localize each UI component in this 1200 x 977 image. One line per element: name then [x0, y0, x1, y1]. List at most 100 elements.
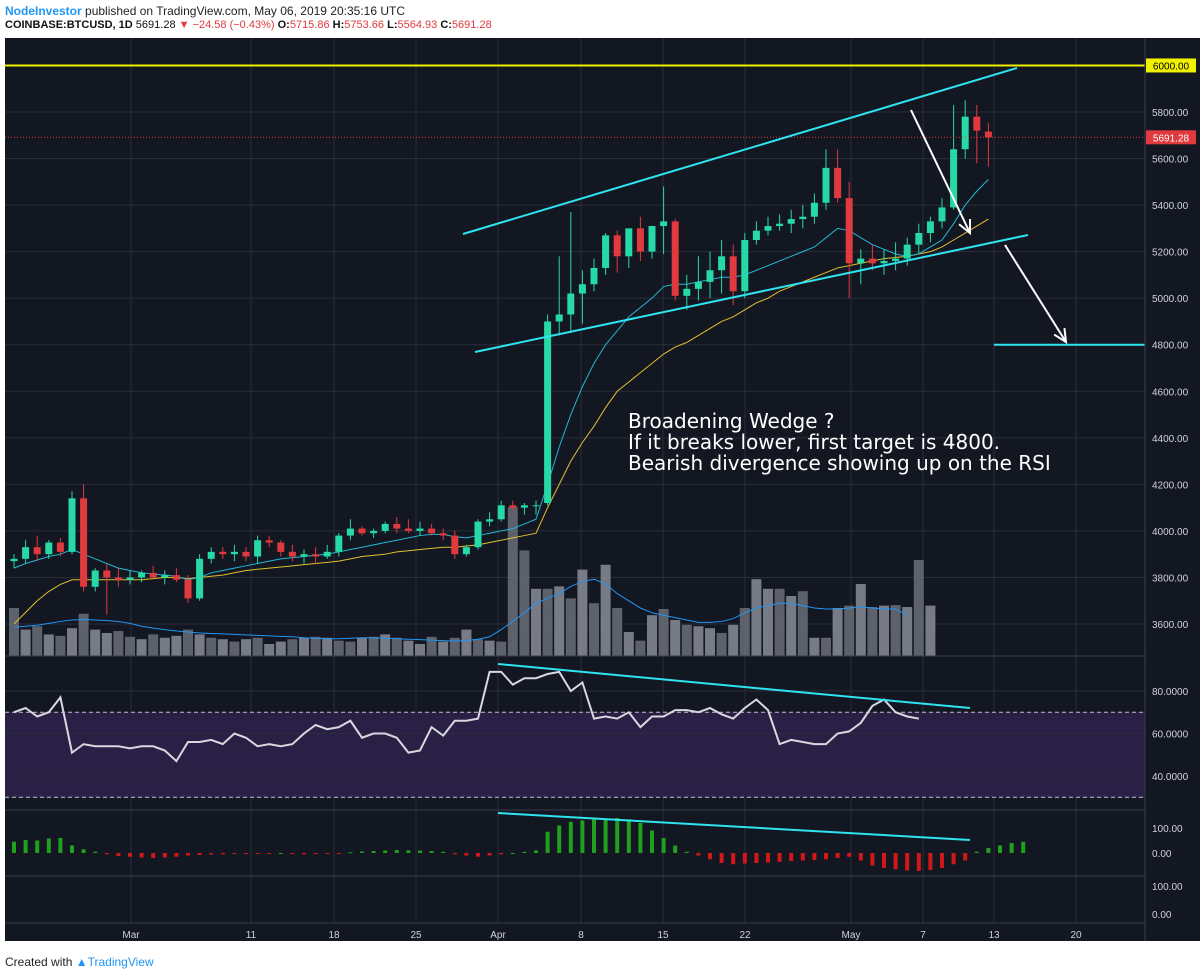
down-arrow-to-target[interactable]: [1004, 244, 1067, 343]
candle-body[interactable]: [451, 535, 459, 555]
candle-body[interactable]: [335, 535, 343, 552]
candle-body[interactable]: [729, 256, 737, 292]
candle-body[interactable]: [462, 547, 470, 555]
candle-body[interactable]: [776, 223, 784, 227]
candle-body[interactable]: [636, 228, 644, 252]
candle-body[interactable]: [381, 523, 389, 531]
candle-body[interactable]: [370, 530, 378, 534]
candle-body[interactable]: [103, 570, 111, 578]
annotation-line-1[interactable]: Broadening Wedge ?: [628, 409, 835, 433]
candle-body[interactable]: [358, 528, 366, 534]
candle-body[interactable]: [868, 258, 876, 264]
candle-body[interactable]: [718, 256, 726, 271]
candle-body[interactable]: [45, 542, 53, 555]
candle-body[interactable]: [555, 314, 563, 322]
candle-body[interactable]: [172, 575, 180, 580]
candle-body[interactable]: [242, 551, 250, 557]
candle-body[interactable]: [938, 207, 946, 222]
candle-body[interactable]: [323, 551, 331, 557]
candle-body[interactable]: [845, 198, 853, 264]
candle-body[interactable]: [602, 235, 610, 268]
candle-body[interactable]: [33, 547, 41, 555]
candle-body[interactable]: [834, 167, 842, 199]
candle-body[interactable]: [114, 577, 122, 580]
candle-body[interactable]: [648, 226, 656, 252]
candle-body[interactable]: [532, 505, 540, 507]
candle-body[interactable]: [10, 558, 18, 562]
candle-body[interactable]: [300, 554, 308, 557]
candle-body[interactable]: [903, 244, 911, 259]
candle-body[interactable]: [265, 540, 273, 543]
candle-body[interactable]: [474, 521, 482, 548]
candle-body[interactable]: [973, 116, 981, 131]
wedge-lower-trendline[interactable]: [474, 234, 1029, 353]
candle-body[interactable]: [787, 219, 795, 224]
candle-body[interactable]: [196, 558, 204, 599]
candle-body[interactable]: [254, 540, 262, 557]
candle-body[interactable]: [857, 258, 865, 264]
candle-body[interactable]: [288, 551, 296, 557]
candle-body[interactable]: [207, 551, 215, 559]
annotation-line-3[interactable]: Bearish divergence showing up on the RSI: [628, 451, 1051, 475]
candle-body[interactable]: [346, 528, 354, 536]
histogram-divergence-trendline[interactable]: [497, 812, 971, 841]
candle-body[interactable]: [126, 577, 134, 580]
candle-body[interactable]: [752, 230, 760, 240]
candle-body[interactable]: [950, 149, 958, 208]
candle-body[interactable]: [184, 579, 192, 599]
candle-body[interactable]: [984, 131, 992, 138]
candle-body[interactable]: [312, 554, 320, 557]
candle-body[interactable]: [416, 528, 424, 531]
candle-body[interactable]: [915, 233, 923, 245]
rsi-divergence-trendline[interactable]: [497, 663, 971, 709]
candle-body[interactable]: [764, 226, 772, 231]
candle-body[interactable]: [80, 498, 88, 587]
candle-body[interactable]: [578, 284, 586, 294]
candle-body[interactable]: [671, 221, 679, 296]
candle-body[interactable]: [68, 498, 76, 552]
candle-body[interactable]: [683, 288, 691, 296]
candle-body[interactable]: [810, 202, 818, 217]
candle-body[interactable]: [961, 116, 969, 150]
candle-body[interactable]: [161, 575, 169, 578]
candle-body[interactable]: [706, 270, 714, 282]
candle-body[interactable]: [393, 523, 401, 529]
candle-body[interactable]: [520, 505, 528, 508]
candle-body[interactable]: [544, 321, 552, 503]
histogram-bar: [1021, 841, 1026, 853]
candle-body[interactable]: [694, 281, 702, 289]
candle-body[interactable]: [497, 505, 505, 520]
candle-body[interactable]: [439, 533, 447, 536]
candle-body[interactable]: [567, 293, 575, 315]
tradingview-brand[interactable]: TradingView: [87, 955, 154, 969]
candle-body[interactable]: [880, 260, 888, 264]
wedge-upper-trendline[interactable]: [462, 67, 1018, 235]
candle-body[interactable]: [149, 572, 157, 578]
candle-body[interactable]: [486, 519, 494, 522]
candle-body[interactable]: [509, 505, 517, 508]
candle-body[interactable]: [219, 551, 227, 555]
annotation-line-2[interactable]: If it breaks lower, first target is 4800…: [628, 430, 1000, 454]
candle-body[interactable]: [625, 228, 633, 257]
candle-body[interactable]: [613, 235, 621, 257]
candle-body[interactable]: [56, 542, 64, 552]
candle-body[interactable]: [428, 528, 436, 534]
candle-body[interactable]: [892, 258, 900, 261]
author-name[interactable]: NodeInvestor: [5, 4, 82, 18]
candle-body[interactable]: [799, 216, 807, 220]
candle-body[interactable]: [660, 221, 668, 227]
down-arrow-to-wedge[interactable]: [910, 109, 971, 234]
candle-body[interactable]: [91, 570, 99, 587]
candle-body[interactable]: [926, 221, 934, 234]
rsi-line[interactable]: [13, 670, 919, 763]
candle-body[interactable]: [590, 267, 598, 285]
candle-body[interactable]: [22, 547, 30, 559]
candle-body[interactable]: [822, 167, 830, 203]
candle-body[interactable]: [277, 542, 285, 552]
candle-body[interactable]: [138, 572, 146, 578]
candle-body[interactable]: [741, 240, 749, 292]
candle-body[interactable]: [230, 551, 238, 555]
candle-body[interactable]: [404, 528, 412, 531]
arrow-head-icon: [958, 218, 972, 236]
